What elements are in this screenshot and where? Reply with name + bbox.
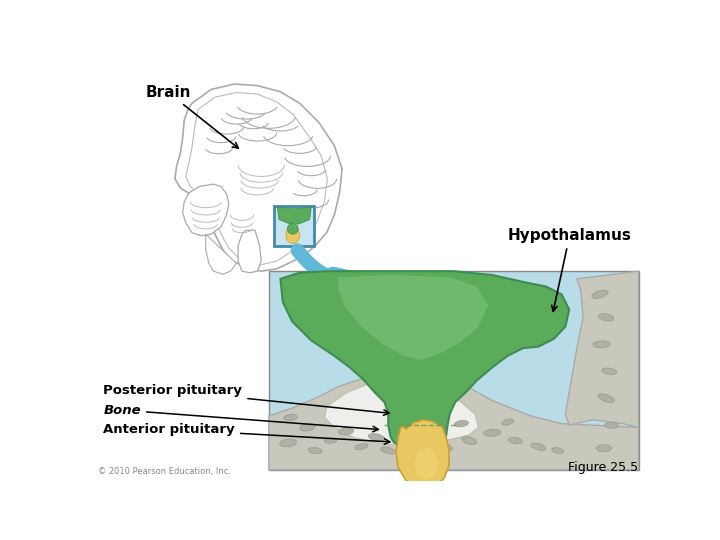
Ellipse shape: [598, 394, 614, 402]
Ellipse shape: [596, 445, 611, 452]
Ellipse shape: [462, 437, 477, 444]
Ellipse shape: [592, 290, 608, 299]
Ellipse shape: [602, 368, 617, 375]
Ellipse shape: [300, 424, 315, 431]
Ellipse shape: [508, 437, 522, 444]
Ellipse shape: [531, 443, 546, 450]
Polygon shape: [238, 231, 261, 273]
Ellipse shape: [284, 414, 297, 421]
Polygon shape: [186, 92, 328, 265]
Ellipse shape: [325, 438, 337, 443]
FancyBboxPatch shape: [274, 206, 315, 246]
Text: Posterior pituitary: Posterior pituitary: [104, 384, 390, 415]
Text: Hypothalamus: Hypothalamus: [508, 228, 631, 311]
Ellipse shape: [436, 443, 453, 450]
Polygon shape: [396, 420, 449, 491]
Ellipse shape: [286, 226, 300, 244]
Polygon shape: [269, 370, 639, 470]
Ellipse shape: [381, 448, 396, 454]
Text: Figure 25.5: Figure 25.5: [568, 462, 639, 475]
Ellipse shape: [484, 429, 500, 437]
Ellipse shape: [605, 422, 618, 428]
Polygon shape: [277, 207, 311, 224]
FancyBboxPatch shape: [269, 271, 639, 470]
Polygon shape: [338, 275, 488, 360]
Ellipse shape: [412, 448, 426, 454]
Ellipse shape: [502, 419, 513, 425]
Polygon shape: [175, 84, 342, 271]
Ellipse shape: [415, 448, 438, 479]
Text: Anterior pituitary: Anterior pituitary: [104, 423, 390, 444]
Ellipse shape: [552, 448, 564, 453]
Ellipse shape: [308, 447, 322, 454]
Ellipse shape: [598, 314, 613, 321]
Ellipse shape: [368, 434, 385, 441]
Polygon shape: [324, 379, 478, 445]
Ellipse shape: [454, 421, 468, 427]
Text: Bone: Bone: [104, 403, 379, 432]
Ellipse shape: [280, 439, 297, 447]
Ellipse shape: [287, 224, 298, 234]
Text: © 2010 Pearson Education, Inc.: © 2010 Pearson Education, Inc.: [98, 467, 231, 476]
Ellipse shape: [338, 428, 354, 435]
Ellipse shape: [354, 444, 368, 449]
Polygon shape: [565, 271, 639, 428]
Text: Brain: Brain: [145, 85, 238, 148]
Ellipse shape: [593, 341, 610, 348]
Polygon shape: [206, 234, 237, 274]
Polygon shape: [281, 271, 570, 479]
Polygon shape: [183, 184, 229, 236]
